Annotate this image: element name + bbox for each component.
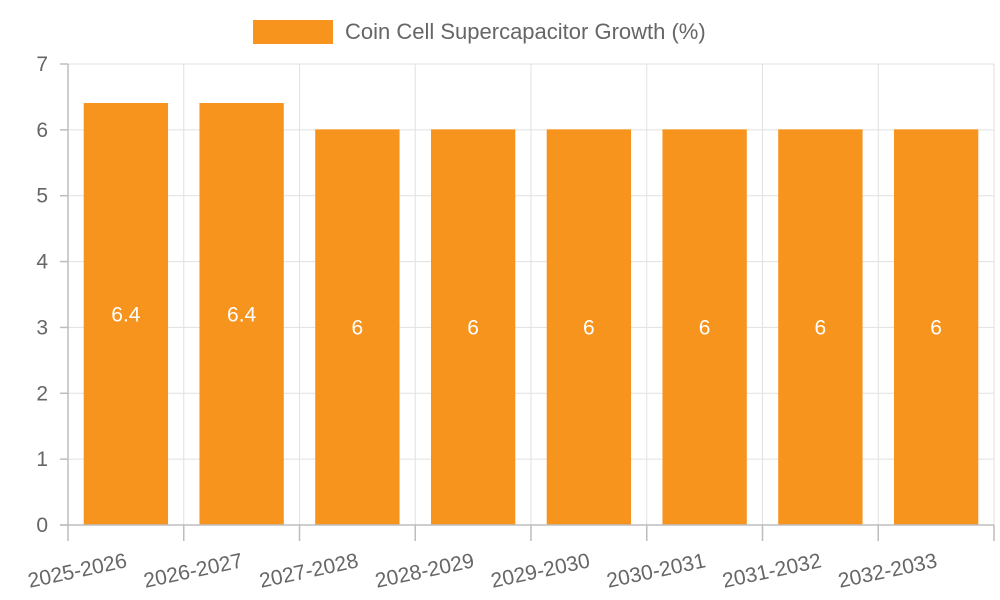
axes bbox=[60, 63, 995, 541]
bar[interactable] bbox=[546, 129, 632, 526]
bar-data-label: 6 bbox=[352, 316, 364, 339]
legend[interactable]: Coin Cell Supercapacitor Growth (%) bbox=[253, 19, 706, 44]
bar[interactable] bbox=[893, 129, 979, 526]
y-axis-labels: 0 1 2 3 4 5 6 7 bbox=[36, 53, 48, 537]
y-tick-label: 5 bbox=[36, 185, 48, 208]
x-tick-label: 2031-2032 bbox=[720, 549, 823, 592]
y-tick-label: 0 bbox=[36, 514, 48, 537]
y-tick-label: 2 bbox=[36, 382, 48, 405]
bar-data-label: 6 bbox=[815, 316, 827, 339]
bar-data-label: 6.4 bbox=[227, 303, 257, 326]
bar[interactable] bbox=[83, 103, 169, 526]
x-tick-label: 2032-2033 bbox=[836, 549, 939, 592]
y-tick-label: 3 bbox=[36, 316, 48, 339]
bar[interactable] bbox=[199, 103, 284, 526]
data-labels: 6.4 6.4 6 6 6 6 6 6 bbox=[111, 303, 942, 339]
x-tick-label: 2028-2029 bbox=[373, 549, 476, 592]
bar[interactable] bbox=[778, 129, 863, 526]
legend-swatch bbox=[253, 20, 333, 44]
bar-data-label: 6 bbox=[930, 316, 942, 339]
y-tick-label: 7 bbox=[36, 53, 48, 76]
bar[interactable] bbox=[662, 129, 747, 526]
bar[interactable] bbox=[430, 129, 516, 526]
x-tick-label: 2027-2028 bbox=[257, 549, 360, 592]
x-tick-label: 2029-2030 bbox=[489, 549, 592, 592]
bar[interactable] bbox=[315, 129, 400, 526]
x-axis-labels: 2025-2026 2026-2027 2027-2028 2028-2029 2029… bbox=[26, 549, 939, 592]
y-tick-label: 1 bbox=[36, 448, 48, 471]
bar-data-label: 6 bbox=[583, 316, 595, 339]
bar-data-label: 6.4 bbox=[111, 303, 141, 326]
y-tick-label: 4 bbox=[36, 251, 48, 274]
x-tick-label: 2025-2026 bbox=[26, 549, 129, 592]
x-tick-label: 2026-2027 bbox=[142, 549, 245, 592]
bars bbox=[83, 103, 979, 526]
legend-label: Coin Cell Supercapacitor Growth (%) bbox=[345, 19, 706, 44]
x-tick-label: 2030-2031 bbox=[605, 549, 708, 592]
y-tick-label: 6 bbox=[36, 119, 48, 142]
bar-data-label: 6 bbox=[699, 316, 711, 339]
bar-data-label: 6 bbox=[467, 316, 479, 339]
